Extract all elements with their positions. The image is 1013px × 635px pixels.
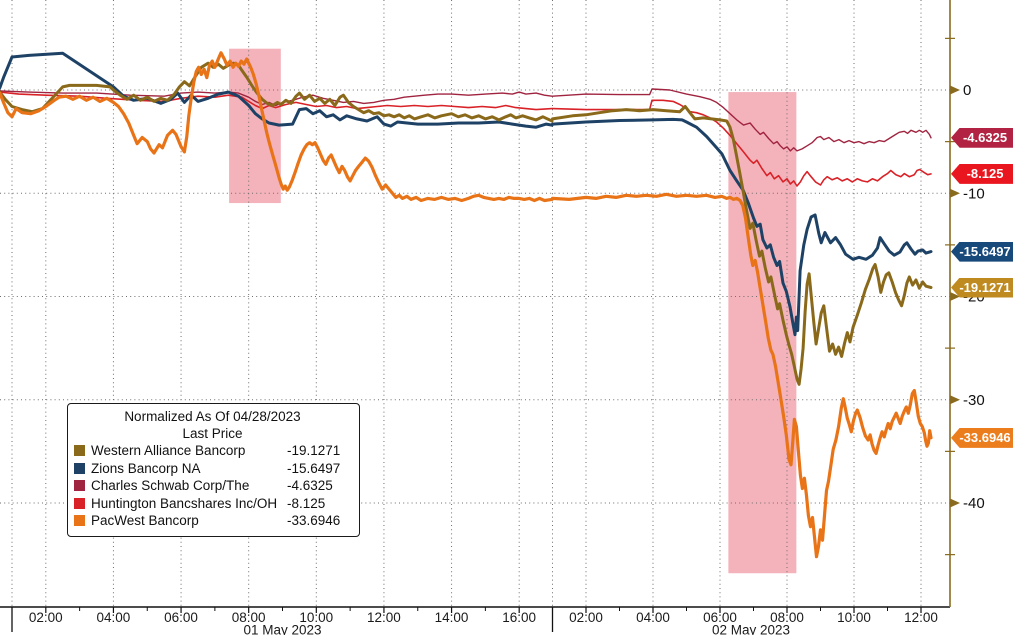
- x-axis: 02:00 04:00 06:00 08:00 10:00 12:00 14:00 16:00…: [0, 606, 950, 635]
- series-line-zions-day2: [551, 117, 933, 337]
- x-tick-label: 06:00: [164, 610, 198, 625]
- y-tick-label: 0: [963, 82, 971, 99]
- x-tick-label: 10:00: [299, 610, 333, 625]
- y-tick-arrow-icon: [950, 188, 960, 198]
- date-label: 02 May 2023: [712, 623, 790, 635]
- series-huntington: [0, 91, 932, 187]
- legend-swatch-icon: [74, 515, 85, 527]
- legend-item[interactable]: PacWest Bancorp -33.6946: [74, 512, 351, 530]
- legend-series-value: -8.125: [287, 495, 326, 511]
- last-price-badge-zions: -15.6497: [951, 241, 1013, 262]
- x-tick-label: 04:00: [636, 610, 670, 625]
- legend-series-value: -4.6325: [287, 478, 333, 493]
- last-price-badge-schwab: -4.6325: [951, 127, 1013, 148]
- y-tick-label: -30: [963, 392, 985, 409]
- y-tick-label: -10: [963, 185, 985, 202]
- legend-swatch-icon: [74, 445, 85, 457]
- legend-item[interactable]: Charles Schwab Corp/The -4.6325: [74, 477, 351, 495]
- y-tick-arrow-icon: [950, 395, 960, 405]
- legend-swatch-icon: [74, 462, 85, 474]
- legend-series-value: -33.6946: [287, 513, 341, 528]
- series-line-huntington-day1: [0, 91, 553, 111]
- x-tick-label: 12:00: [367, 610, 401, 625]
- x-tick-label: 08:00: [770, 610, 804, 625]
- x-tick-label: 02:00: [569, 610, 603, 625]
- y-tick-arrow-icon: [950, 85, 960, 95]
- y-tick-arrow-icon: [950, 498, 960, 508]
- date-label: 01 May 2023: [243, 623, 321, 635]
- legend-rows: Western Alliance Bancorp -19.1271 Zions Ba…: [74, 442, 351, 530]
- legend-series-name: Zions Bancorp NA: [91, 460, 201, 476]
- legend-swatch-icon: [74, 480, 85, 492]
- highlight-band: [229, 48, 281, 204]
- last-price-badge-pacwest: -33.6946: [951, 427, 1013, 448]
- last-price-badge-huntington: -8.125: [951, 163, 1013, 184]
- series-pacwest: [0, 51, 933, 559]
- legend-subtitle: Last Price: [182, 426, 243, 441]
- legend-item[interactable]: Huntington Bancshares Inc/OH -8.125: [74, 495, 351, 513]
- last-price-badge-western: -19.1271: [951, 277, 1013, 298]
- chart-legend: Normalized As Of 04/28/2023 Last Price W…: [67, 403, 360, 537]
- legend-title: Normalized As Of 04/28/2023: [124, 409, 301, 424]
- x-tick-label: 14:00: [435, 610, 469, 625]
- series-line-western-day2: [551, 105, 933, 386]
- legend-swatch-icon: [74, 497, 85, 509]
- y-tick-arrow-icon: [950, 292, 960, 301]
- x-tick-label: 04:00: [97, 610, 131, 625]
- series-line-western-day1: [0, 61, 554, 123]
- y-tick-label: -40: [963, 495, 985, 512]
- legend-series-name: PacWest Bancorp: [91, 513, 199, 528]
- series-western: [0, 61, 933, 386]
- legend-item[interactable]: Western Alliance Bancorp -19.1271: [74, 442, 351, 460]
- legend-series-name: Huntington Bancshares Inc/OH: [91, 495, 278, 511]
- legend-series-name: Western Alliance Bancorp: [91, 443, 246, 458]
- series-line-schwab-day2: [551, 88, 932, 152]
- x-tick-label: 10:00: [837, 610, 871, 625]
- y-axis: 0-10-20-30-40: [945, 0, 985, 607]
- x-tick-label: 02:00: [29, 610, 63, 625]
- legend-series-value: -15.6497: [287, 460, 341, 476]
- legend-series-name: Charles Schwab Corp/The: [91, 478, 250, 493]
- x-tick-label: 06:00: [703, 610, 737, 625]
- x-tick-label: 08:00: [232, 610, 266, 625]
- series-line-huntington-day2: [551, 99, 932, 187]
- x-tick-label: 12:00: [904, 610, 938, 625]
- grid-layer: [0, 0, 950, 607]
- series-line-pacwest-day2: [550, 192, 933, 559]
- x-tick-label: 16:00: [502, 610, 536, 625]
- legend-item[interactable]: Zions Bancorp NA -15.6497: [74, 460, 351, 478]
- legend-series-value: -19.1271: [287, 443, 341, 458]
- series-line-pacwest-day1: [0, 51, 554, 203]
